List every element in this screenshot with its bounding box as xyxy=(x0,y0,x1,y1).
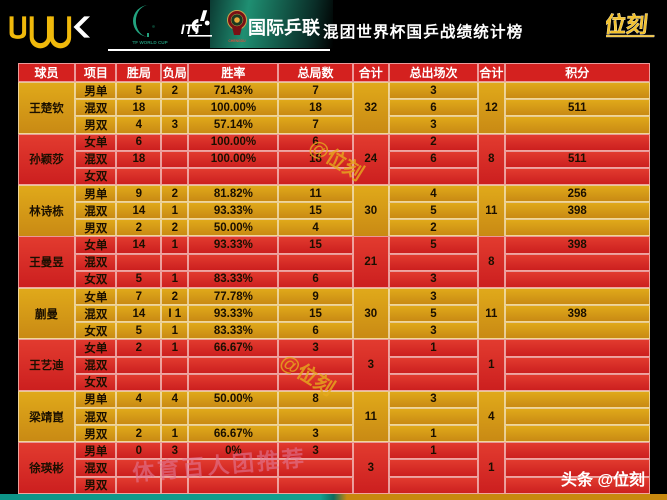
svg-text:ITTF WORLD CUP: ITTF WORLD CUP xyxy=(132,40,168,45)
svg-text:位刻: 位刻 xyxy=(606,12,649,37)
svg-text:国际乒联: 国际乒联 xyxy=(248,18,320,38)
svg-text:CHENGDU: CHENGDU xyxy=(228,39,246,43)
